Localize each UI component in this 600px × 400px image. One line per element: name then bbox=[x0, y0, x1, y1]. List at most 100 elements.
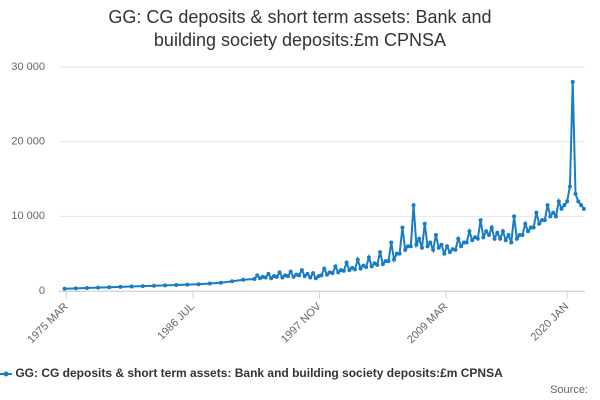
chart-title: GG: CG deposits & short term assets: Ban… bbox=[108, 7, 492, 50]
point bbox=[347, 268, 352, 273]
point bbox=[553, 214, 558, 219]
point bbox=[581, 206, 586, 211]
point bbox=[422, 221, 427, 226]
point bbox=[241, 277, 246, 282]
point bbox=[207, 281, 212, 286]
point bbox=[308, 275, 313, 280]
point bbox=[151, 283, 156, 288]
point bbox=[573, 191, 578, 196]
point bbox=[567, 184, 572, 189]
point bbox=[299, 268, 304, 273]
point bbox=[498, 236, 503, 241]
point bbox=[400, 225, 405, 230]
legend: GG: CG deposits & short term assets: Ban… bbox=[0, 366, 600, 380]
point bbox=[163, 283, 168, 288]
y-tick-label: 30 000 bbox=[11, 61, 45, 73]
point bbox=[453, 247, 458, 252]
point bbox=[355, 257, 360, 262]
point bbox=[330, 271, 335, 276]
point bbox=[386, 259, 391, 264]
point bbox=[263, 275, 268, 280]
point bbox=[514, 236, 519, 241]
series-line bbox=[64, 81, 585, 290]
point bbox=[562, 203, 567, 208]
point bbox=[319, 273, 324, 278]
point bbox=[383, 259, 388, 264]
point bbox=[548, 214, 553, 219]
x-tick-label: 1986 JUL bbox=[155, 301, 197, 343]
point bbox=[174, 283, 179, 288]
x-tick-label: 2009 MAR bbox=[405, 301, 450, 346]
point bbox=[470, 238, 475, 243]
x-tick-label: 2020 JAN bbox=[529, 301, 572, 344]
point bbox=[520, 233, 525, 237]
point bbox=[526, 229, 531, 234]
point bbox=[274, 274, 279, 279]
point bbox=[528, 225, 533, 230]
point bbox=[73, 286, 78, 291]
point bbox=[428, 240, 433, 245]
point bbox=[551, 210, 556, 215]
point bbox=[447, 250, 452, 255]
point bbox=[545, 203, 550, 208]
point bbox=[280, 275, 285, 280]
point bbox=[352, 267, 357, 272]
point bbox=[431, 247, 436, 252]
point bbox=[291, 274, 296, 279]
point bbox=[445, 244, 450, 249]
point bbox=[325, 272, 330, 277]
point bbox=[336, 270, 341, 275]
point bbox=[252, 277, 257, 282]
x-tick-label: 1997 NOV bbox=[279, 300, 324, 345]
legend-marker bbox=[0, 371, 12, 377]
point bbox=[288, 269, 293, 274]
point bbox=[475, 236, 480, 241]
point bbox=[369, 264, 374, 269]
point bbox=[392, 257, 397, 262]
point bbox=[436, 245, 441, 250]
point bbox=[425, 244, 430, 249]
point bbox=[375, 262, 380, 267]
point bbox=[389, 240, 394, 245]
point bbox=[509, 240, 514, 245]
point bbox=[517, 233, 522, 237]
y-tick-label: 0 bbox=[39, 285, 45, 297]
point bbox=[96, 285, 101, 290]
point bbox=[62, 286, 67, 291]
point bbox=[341, 268, 346, 273]
point bbox=[565, 199, 570, 204]
point bbox=[397, 251, 402, 256]
point bbox=[380, 262, 385, 267]
point bbox=[230, 279, 235, 284]
point bbox=[500, 229, 505, 234]
point bbox=[419, 245, 424, 250]
point bbox=[503, 238, 508, 243]
point bbox=[411, 203, 416, 208]
point bbox=[540, 218, 545, 223]
point bbox=[277, 270, 282, 275]
point bbox=[481, 235, 486, 240]
point bbox=[478, 218, 483, 223]
point bbox=[464, 240, 469, 245]
legend-dot bbox=[3, 371, 9, 377]
point bbox=[523, 221, 528, 226]
chart: 0 10 000 20 000 30 000 1975 MAR 1986 JUL 1997 … bbox=[11, 61, 586, 346]
point bbox=[467, 229, 472, 234]
point bbox=[364, 265, 369, 270]
point bbox=[579, 203, 584, 208]
point bbox=[266, 271, 271, 276]
source: Source: bbox=[550, 384, 588, 396]
y-tick-label: 10 000 bbox=[11, 210, 45, 222]
point bbox=[297, 273, 302, 278]
point bbox=[118, 284, 123, 289]
point bbox=[185, 282, 190, 287]
point bbox=[534, 210, 539, 215]
point bbox=[439, 242, 444, 247]
point bbox=[506, 233, 511, 237]
point bbox=[576, 199, 581, 204]
point bbox=[84, 286, 89, 291]
point bbox=[305, 271, 310, 276]
point bbox=[537, 221, 542, 226]
point bbox=[269, 276, 274, 281]
